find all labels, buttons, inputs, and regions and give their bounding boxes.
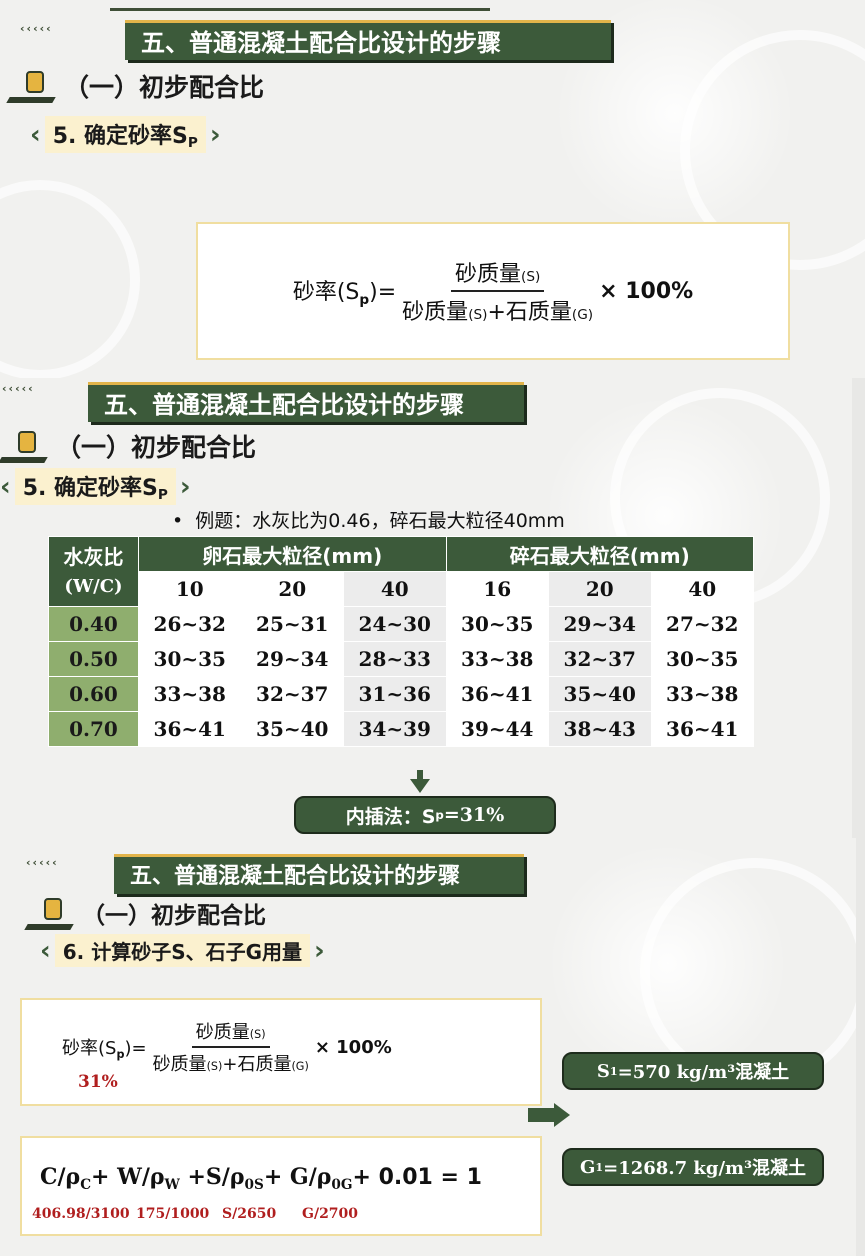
gravel-density-note: G/2700	[302, 1206, 359, 1222]
bullet-icon: •	[172, 510, 196, 532]
right-arrow-icon	[554, 1103, 570, 1127]
section-tag: ‹ 5. 确定砂率SP ›	[0, 468, 191, 505]
right-bracket-icon: ›	[179, 471, 191, 502]
table-row: 0.70 36~41 35~40 34~39 39~44 38~43 36~41	[48, 711, 754, 747]
sand-ratio-note: 31%	[78, 1072, 118, 1092]
sand-density-note: S/2650	[222, 1206, 277, 1222]
chevron-decor-icon: ‹‹‹‹‹	[2, 382, 35, 395]
slide-title: 五、普通混凝土配合比设计的步骤	[114, 854, 524, 894]
slide-sand-gravel-amount: ‹‹‹‹‹ 五、普通混凝土配合比设计的步骤 （一）初步配合比 ‹ 6. 计算砂子…	[0, 838, 856, 1256]
down-arrow-icon	[410, 779, 430, 793]
subheading: （一）初步配合比	[0, 428, 256, 464]
subheading-text: （一）初步配合比	[64, 73, 265, 102]
right-bracket-icon: ›	[209, 119, 221, 150]
subheading-text: （一）初步配合比	[56, 433, 257, 462]
down-arrow-stem	[417, 770, 423, 780]
section-title: 6. 计算砂子S、石子G用量	[54, 934, 311, 967]
table-header-crushed: 碎石最大粒径(mm)	[445, 536, 754, 572]
times-100-percent: × 100%	[599, 278, 694, 304]
left-bracket-icon: ‹	[40, 935, 51, 966]
chevron-decor-icon: ‹‹‹‹‹	[26, 856, 59, 869]
hammer-icon	[0, 429, 48, 463]
slide-title: 五、普通混凝土配合比设计的步骤	[125, 20, 611, 60]
left-bracket-icon: ‹	[0, 471, 11, 502]
subheading: （一）初步配合比	[6, 68, 265, 104]
example-text: • 例题：水灰比为0.46，碎石最大粒径40mm	[172, 510, 565, 532]
right-bracket-icon: ›	[314, 935, 325, 966]
cement-note: 406.98/3100	[32, 1206, 130, 1222]
table-header-pebble: 卵石最大粒径(mm)	[138, 536, 447, 572]
title-accent-line	[110, 8, 490, 11]
slide-sand-ratio-formula: ‹‹‹‹‹ 五、普通混凝土配合比设计的步骤 （一）初步配合比 ‹ 5. 确定砂率…	[0, 0, 865, 378]
right-arrow-stem	[528, 1108, 556, 1122]
volume-equation: C/ρC+ W/ρW +S/ρ0S+ G/ρ0G+ 0.01 = 1	[40, 1164, 482, 1193]
sand-ratio-table: 水灰比 (W/C) 卵石最大粒径(mm) 碎石最大粒径(mm) 10 20 40…	[48, 536, 754, 747]
section-tag: ‹ 6. 计算砂子S、石子G用量 ›	[40, 934, 325, 967]
section-title: 5. 确定砂率S	[22, 476, 158, 501]
hammer-icon	[24, 896, 74, 930]
volume-equation-box: C/ρC+ W/ρW +S/ρ0S+ G/ρ0G+ 0.01 = 1 406.9…	[20, 1136, 542, 1236]
table-row: 0.60 33~38 32~37 31~36 36~41 35~40 33~38	[48, 676, 754, 712]
table-row: 0.40 26~32 25~31 24~30 30~35 29~34 27~32	[48, 606, 754, 642]
formula-box: 砂率(Sp)= 砂质量(S) 砂质量(S)+石质量(G) × 100%	[196, 222, 790, 360]
sand-ratio-fraction: 砂质量(S) 砂质量(S)+石质量(G)	[153, 1018, 309, 1076]
water-note: 175/1000	[136, 1206, 210, 1222]
gravel-result: G 1 =1268.7 kg/m³混凝土	[562, 1148, 824, 1186]
left-bracket-icon: ‹	[30, 119, 41, 150]
table-header-wc: 水灰比 (W/C)	[48, 536, 139, 607]
subheading-text: （一）初步配合比	[82, 903, 266, 929]
decor-ring	[0, 180, 140, 378]
chevron-decor-icon: ‹‹‹‹‹	[20, 22, 53, 35]
table-row: 0.50 30~35 29~34 28~33 33~38 32~37 30~35	[48, 641, 754, 677]
sand-result: S 1 =570 kg/m³混凝土	[562, 1052, 824, 1090]
hammer-icon	[6, 69, 56, 103]
sand-ratio-fraction: 砂质量(S) 砂质量(S)+石质量(G)	[402, 256, 593, 326]
subheading: （一）初步配合比	[24, 896, 266, 930]
table-size-row: 10 20 40 16 20 40	[49, 571, 754, 607]
section-title: 5. 确定砂率S	[52, 124, 188, 149]
sand-ratio-box: 砂率(Sp)= 砂质量(S) 砂质量(S)+石质量(G) × 100% 31%	[20, 998, 542, 1106]
slide-title: 五、普通混凝土配合比设计的步骤	[88, 382, 524, 422]
interpolation-result: 内插法：S p =31%	[294, 796, 556, 834]
slide-sand-ratio-table: ‹‹‹‹‹ 五、普通混凝土配合比设计的步骤 （一）初步配合比 ‹ 5. 确定砂率…	[0, 378, 852, 838]
section-tag: ‹ 5. 确定砂率SP ›	[30, 116, 221, 153]
